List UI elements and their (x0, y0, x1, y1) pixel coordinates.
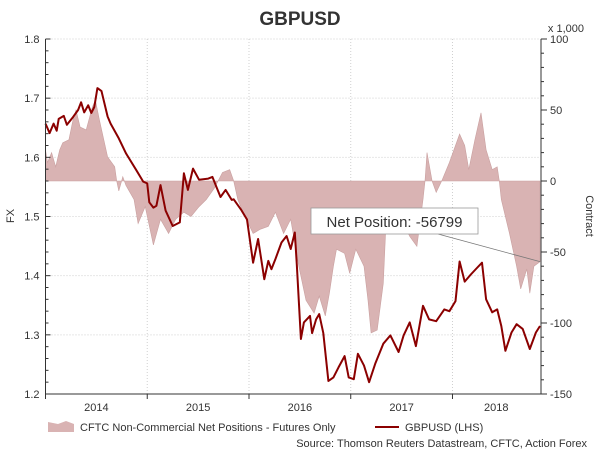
left-axis-label: FX (5, 208, 17, 223)
axes (45, 38, 547, 399)
right-tick-label: -100 (550, 318, 572, 330)
net-position-annotation: Net Position: -56799 (310, 207, 541, 263)
right-axis-label: Contract (583, 195, 595, 237)
right-tick-label: 0 (550, 176, 556, 188)
x-tick-label: 2016 (288, 402, 312, 414)
tick-labels: 1.2 1.3 1.4 1.5 1.6 1.7 1.8 -150 -100 -50 0 50 100 20… (24, 34, 572, 414)
left-tick-label: 1.7 (24, 93, 39, 105)
left-tick-label: 1.6 (24, 152, 39, 164)
left-tick-label: 1.8 (24, 34, 39, 46)
legend-label-gbpusd: GBPUSD (LHS) (405, 422, 483, 434)
right-axis-unit: x 1,000 (548, 23, 584, 35)
cftc-area-series (45, 99, 541, 334)
legend-label-cftc: CFTC Non-Commercial Net Positions - Futu… (80, 422, 336, 434)
x-tick-label: 2017 (389, 402, 413, 414)
x-tick-label: 2015 (186, 402, 210, 414)
legend-swatch-cftc (48, 421, 74, 432)
x-tick-label: 2018 (484, 402, 508, 414)
left-tick-label: 1.5 (24, 212, 39, 224)
legend: CFTC Non-Commercial Net Positions - Futu… (48, 421, 483, 434)
left-tick-label: 1.2 (24, 389, 39, 401)
cftc-net-position-area (45, 99, 541, 334)
right-tick-label: -50 (550, 247, 566, 259)
annotation-text: Net Position: -56799 (327, 214, 463, 231)
chart-title: GBPUSD (259, 9, 340, 30)
source-note: Source: Thomson Reuters Datastream, CFTC… (296, 438, 587, 450)
left-tick-label: 1.4 (24, 271, 39, 283)
gbpusd-line-series (44, 87, 541, 384)
gbpusd-line (44, 87, 541, 384)
right-tick-label: 100 (550, 34, 568, 46)
right-tick-label: 50 (550, 105, 562, 117)
annotation-box (310, 207, 479, 235)
annotation-leader-line (437, 233, 541, 263)
left-tick-label: 1.3 (24, 330, 39, 342)
right-tick-label: -150 (550, 389, 572, 401)
x-tick-label: 2014 (84, 402, 108, 414)
